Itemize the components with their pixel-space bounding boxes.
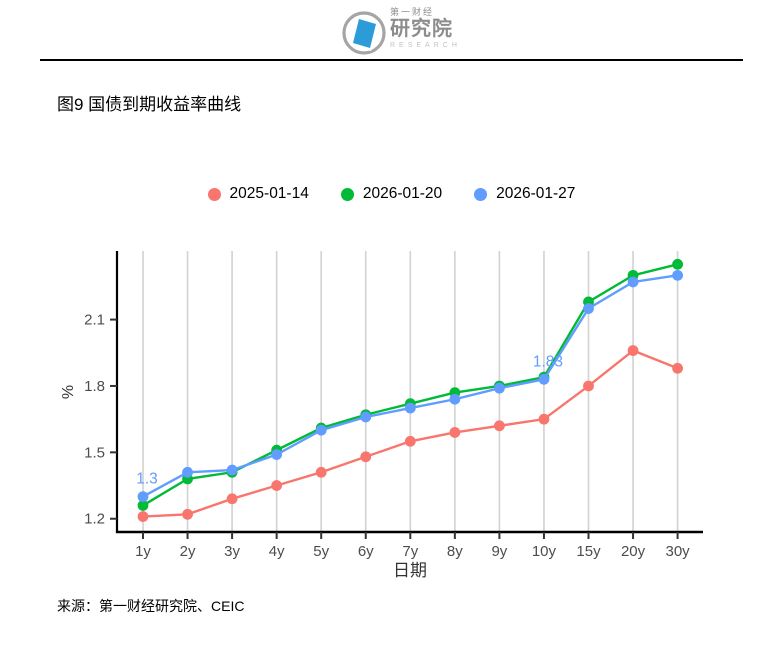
x-tick-label: 4y xyxy=(269,543,285,560)
legend-label: 2026-01-20 xyxy=(362,185,443,202)
data-point xyxy=(360,411,372,423)
data-point xyxy=(627,276,639,288)
data-point xyxy=(137,511,149,522)
data-point xyxy=(315,466,327,478)
source-note: 来源：第一财经研究院、CEIC xyxy=(57,598,245,614)
logo-top-text: 第一财经 xyxy=(390,7,435,17)
y-axis-title: % xyxy=(60,385,77,399)
data-point xyxy=(494,382,505,394)
data-point xyxy=(494,420,505,432)
annotation-label: 1.83 xyxy=(533,353,563,370)
data-point xyxy=(315,424,327,436)
data-point xyxy=(583,380,594,392)
figure-title: 图9 国债到期收益率曲线 xyxy=(57,95,242,114)
x-tick-label: 10y xyxy=(532,543,557,560)
data-point xyxy=(404,435,416,447)
data-point xyxy=(182,466,193,478)
data-point xyxy=(538,413,550,425)
x-tick-label: 2y xyxy=(180,543,196,560)
y-tick-label: 1.5 xyxy=(84,444,105,461)
legend-label: 2026-01-27 xyxy=(496,185,576,202)
legend-item: 2026-01-20 xyxy=(340,185,443,203)
data-point xyxy=(271,480,283,491)
data-point xyxy=(672,258,683,270)
data-point xyxy=(627,345,639,356)
logo-mark-icon xyxy=(342,11,386,55)
data-point xyxy=(538,373,550,385)
data-point xyxy=(137,500,149,511)
logo-sub-text: RESEARCH xyxy=(390,42,461,49)
data-point xyxy=(404,402,416,414)
legend-label: 2025-01-14 xyxy=(229,185,309,202)
x-axis-title: 日期 xyxy=(393,561,427,580)
x-tick-label: 30y xyxy=(666,543,691,560)
logo-parallelogram-icon xyxy=(353,19,376,48)
data-point xyxy=(271,449,283,460)
header-divider xyxy=(40,59,743,61)
x-tick-label: 6y xyxy=(358,543,374,560)
legend-dot-icon xyxy=(207,187,221,201)
x-tick-label: 3y xyxy=(224,543,240,560)
data-point xyxy=(137,491,149,502)
legend-item: 2025-01-14 xyxy=(207,185,309,203)
x-tick-label: 7y xyxy=(402,543,418,560)
x-tick-label: 5y xyxy=(313,543,329,560)
logo-circle-icon xyxy=(342,11,386,55)
legend-dot-icon xyxy=(340,187,354,201)
data-point xyxy=(583,303,594,314)
data-point xyxy=(226,493,238,505)
legend-dot-icon xyxy=(474,187,488,201)
logo-main-text: 研究院 xyxy=(390,18,453,40)
data-point xyxy=(672,362,683,374)
annotation-label: 1.3 xyxy=(136,471,158,488)
x-tick-label: 15y xyxy=(576,543,601,560)
x-tick-label: 20y xyxy=(621,543,646,560)
data-point xyxy=(449,393,461,405)
yicai-research-logo: 第一财经 研究院 RESEARCH xyxy=(338,6,468,58)
y-tick-label: 2.1 xyxy=(84,312,105,329)
data-point xyxy=(182,508,193,520)
x-tick-label: 9y xyxy=(491,543,507,560)
x-tick-label: 8y xyxy=(447,543,463,560)
chart-legend: 2025-01-14 2026-01-20 2026-01-27 xyxy=(0,185,783,203)
x-tick-label: 1y xyxy=(135,543,151,560)
data-point xyxy=(672,269,683,281)
y-tick-label: 1.8 xyxy=(84,378,105,395)
data-point xyxy=(226,464,238,476)
legend-item: 2026-01-27 xyxy=(474,185,575,203)
data-point xyxy=(360,451,372,463)
y-tick-label: 1.2 xyxy=(84,511,105,528)
data-point xyxy=(449,427,461,438)
